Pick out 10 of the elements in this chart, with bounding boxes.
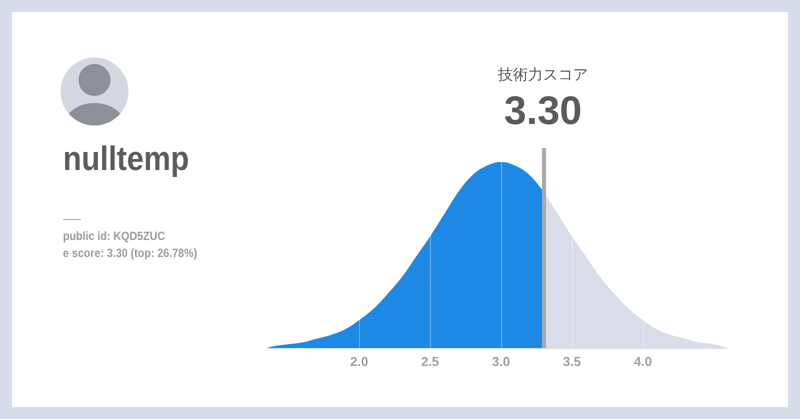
chart-subtitle: 3.30 [504,89,582,133]
text: public id: KQD5ZUC [63,229,166,243]
text: e score: 3.30 (top: 26.78%) [63,246,198,260]
x-tick-label: 3.0 [492,354,510,369]
x-tick-label: 2.5 [421,354,440,369]
chart-title: 技術力スコア [497,66,588,84]
x-tick-label: 3.5 [562,354,582,369]
x-tick-label: 2.0 [350,354,368,369]
x-tick-label: 4.0 [634,354,652,369]
text: nulltemp [63,140,190,178]
